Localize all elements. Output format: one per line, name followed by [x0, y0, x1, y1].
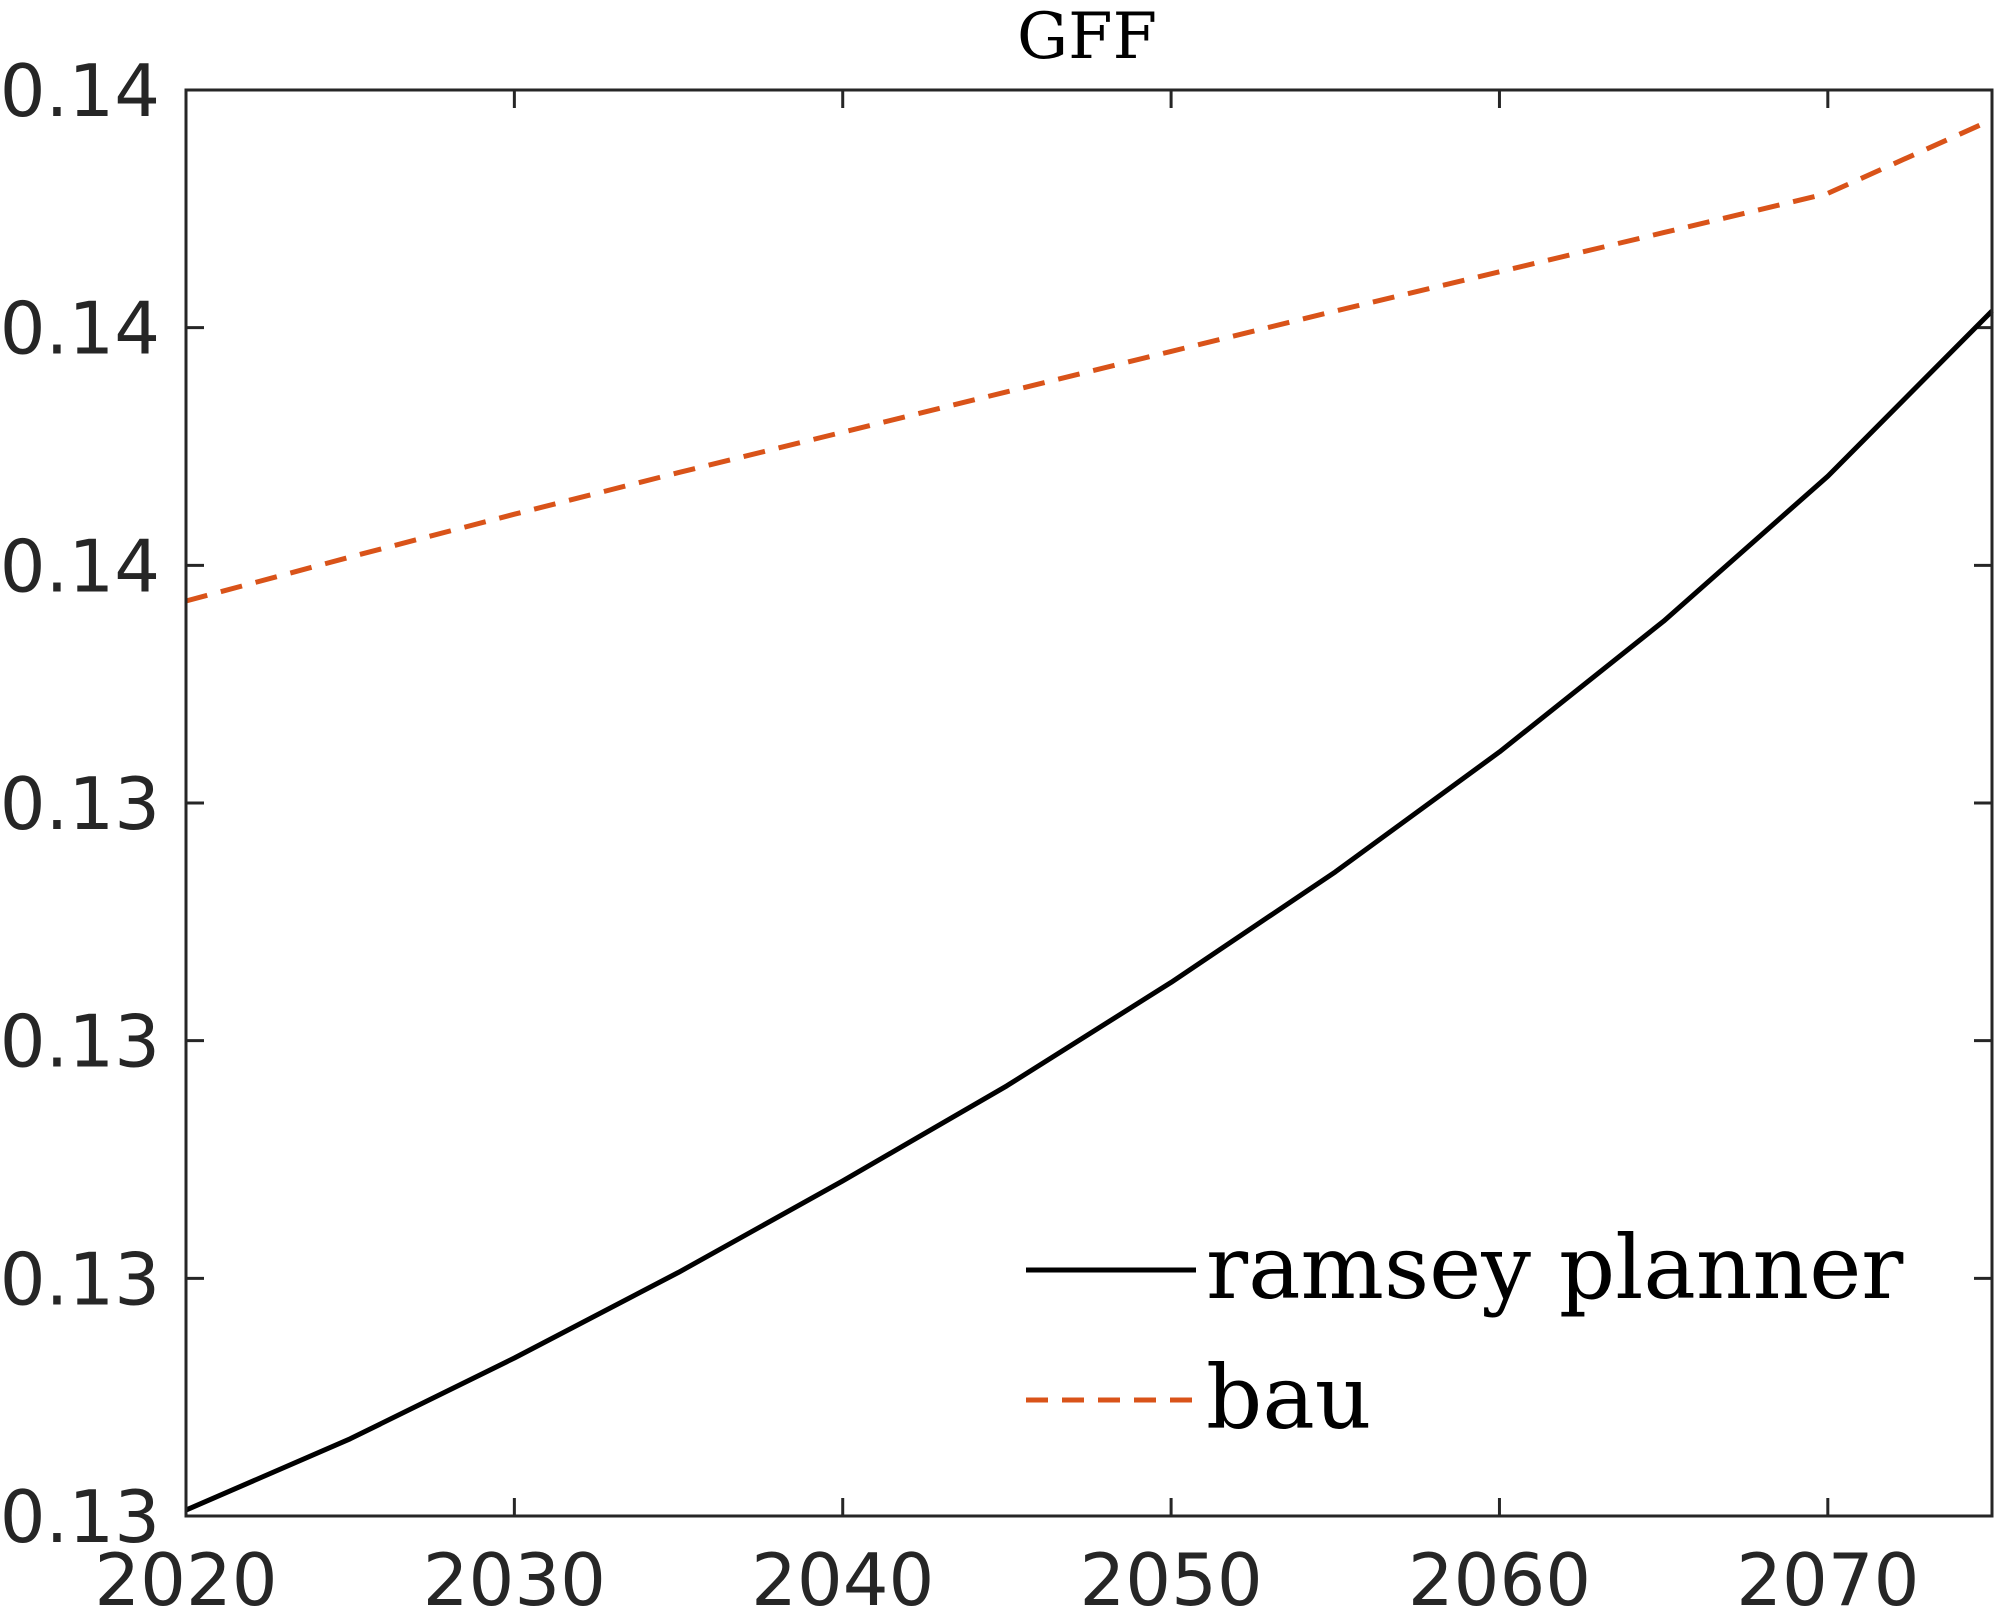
- x-tick-label: 2040: [751, 1538, 934, 1614]
- y-tick-label: 0.13: [0, 1475, 160, 1559]
- y-tick-label: 0.14: [0, 49, 160, 133]
- x-tick-label: 2070: [1736, 1538, 1919, 1614]
- y-tick-label: 0.14: [0, 287, 160, 371]
- legend-label: ramsey planner: [1206, 1216, 1904, 1319]
- y-axis: 0.13 0.13 0.13 0.13 0.14 0.14 0.14: [0, 49, 1992, 1559]
- series-layer: [185, 117, 1994, 1513]
- y-tick-label: 0.14: [0, 524, 160, 608]
- axes-box: [184, 88, 1994, 1518]
- x-tick-label: 2050: [1079, 1538, 1262, 1614]
- y-tick-label: 0.13: [0, 762, 160, 846]
- x-tick-label: 2030: [423, 1538, 606, 1614]
- legend-label: bau: [1206, 1346, 1371, 1449]
- series-line-ramsey-planner: [185, 309, 1994, 1513]
- y-tick-label: 0.13: [0, 1000, 160, 1084]
- chart-title: GFF: [1017, 0, 1157, 74]
- legend: ramsey planner bau: [1026, 1216, 1904, 1449]
- x-tick-label: 2020: [94, 1538, 277, 1614]
- y-tick-label: 0.13: [0, 1237, 160, 1321]
- x-tick-label: 2060: [1408, 1538, 1591, 1614]
- plot-area: [186, 90, 1992, 1516]
- series-line-bau: [185, 117, 1994, 604]
- x-axis: 2020 2030 2040 2050 2060 2070: [94, 90, 1919, 1614]
